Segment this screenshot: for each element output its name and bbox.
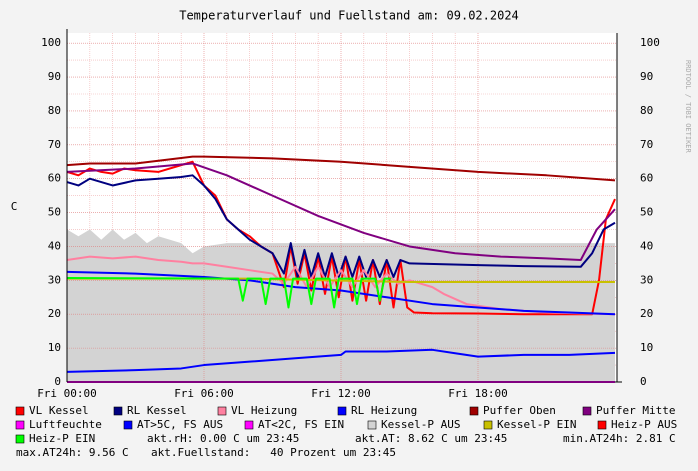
- y-axis-label: C: [11, 200, 18, 213]
- legend-label: Puffer Oben: [483, 404, 556, 417]
- y-tick-label: 90: [48, 70, 61, 83]
- comment: akt.rH: 0.00 C um 23:45: [147, 432, 299, 445]
- y-tick-label: 20: [48, 307, 61, 320]
- y-tick-label: 80: [48, 104, 61, 117]
- legend-label: Kessel-P EIN: [497, 418, 576, 431]
- legend-swatch: [15, 420, 25, 430]
- series-line: [66, 155, 616, 182]
- legend-swatch: [597, 420, 607, 430]
- legend-label: VL Heizung: [231, 404, 297, 417]
- y-tick-label-right: 90: [640, 70, 653, 83]
- y-tick-label: 10: [48, 341, 61, 354]
- legend-swatch: [483, 420, 493, 430]
- y-tick-label-right: 20: [640, 307, 653, 320]
- series-line: [66, 348, 616, 373]
- legend-swatch: [582, 406, 592, 416]
- legend-label: Heiz-P AUS: [611, 418, 677, 431]
- y-tick-label: 40: [48, 239, 61, 252]
- comment: akt.AT: 8.62 C um 23:45: [355, 432, 507, 445]
- y-tick-label-right: 40: [640, 239, 653, 252]
- x-tick-label: Fri 12:00: [311, 387, 371, 400]
- comment: akt.Fuellstand: 40 Prozent um 23:45: [151, 446, 396, 459]
- series-line: [66, 162, 616, 262]
- y-tick-label-right: 0: [640, 375, 647, 388]
- y-tick-label-right: 70: [640, 138, 653, 151]
- legend-swatch: [367, 420, 377, 430]
- legend-swatch: [217, 406, 227, 416]
- y-tick-label-right: 10: [640, 341, 653, 354]
- y-tick-label: 60: [48, 172, 61, 185]
- comment: min.AT24h: 2.81 C: [563, 432, 676, 445]
- y-tick-label-right: 100: [640, 36, 660, 49]
- y-tick-label: 100: [41, 36, 61, 49]
- legend-label: RL Heizung: [351, 404, 417, 417]
- legend-label: Heiz-P EIN: [29, 432, 95, 445]
- legend-swatch: [244, 420, 254, 430]
- watermark: RRDTOOL / TOBI OETIKER: [684, 60, 692, 154]
- y-tick-label: 50: [48, 206, 61, 219]
- y-tick-label-right: 60: [640, 172, 653, 185]
- y-tick-label: 30: [48, 273, 61, 286]
- legend-label: Puffer Mitte: [596, 404, 675, 417]
- y-tick-label: 0: [54, 375, 61, 388]
- series-line: [66, 270, 616, 316]
- legend-label: VL Kessel: [29, 404, 89, 417]
- comment: max.AT24h: 9.56 C: [16, 446, 129, 459]
- x-tick-label: Fri 06:00: [174, 387, 234, 400]
- x-tick-label: Fri 18:00: [448, 387, 508, 400]
- legend-swatch: [337, 406, 347, 416]
- y-tick-label-right: 30: [640, 273, 653, 286]
- chart-title: Temperaturverlauf und Fuellstand am: 09.…: [179, 9, 519, 23]
- legend-label: AT<2C, FS EIN: [258, 418, 344, 431]
- series-line: [66, 255, 616, 316]
- legend-label: Luftfeuchte: [29, 418, 102, 431]
- y-tick-label-right: 50: [640, 206, 653, 219]
- legend-label: AT>5C, FS AUS: [137, 418, 223, 431]
- legend-swatch: [123, 420, 133, 430]
- legend-label: Kessel-P AUS: [381, 418, 460, 431]
- x-tick-label: Fri 00:00: [37, 387, 97, 400]
- y-tick-label-right: 80: [640, 104, 653, 117]
- legend-swatch: [113, 406, 123, 416]
- legend-swatch: [469, 406, 479, 416]
- series-line: [66, 276, 392, 309]
- y-tick-label: 70: [48, 138, 61, 151]
- legend-swatch: [15, 434, 25, 444]
- legend-swatch: [15, 406, 25, 416]
- legend-label: RL Kessel: [127, 404, 187, 417]
